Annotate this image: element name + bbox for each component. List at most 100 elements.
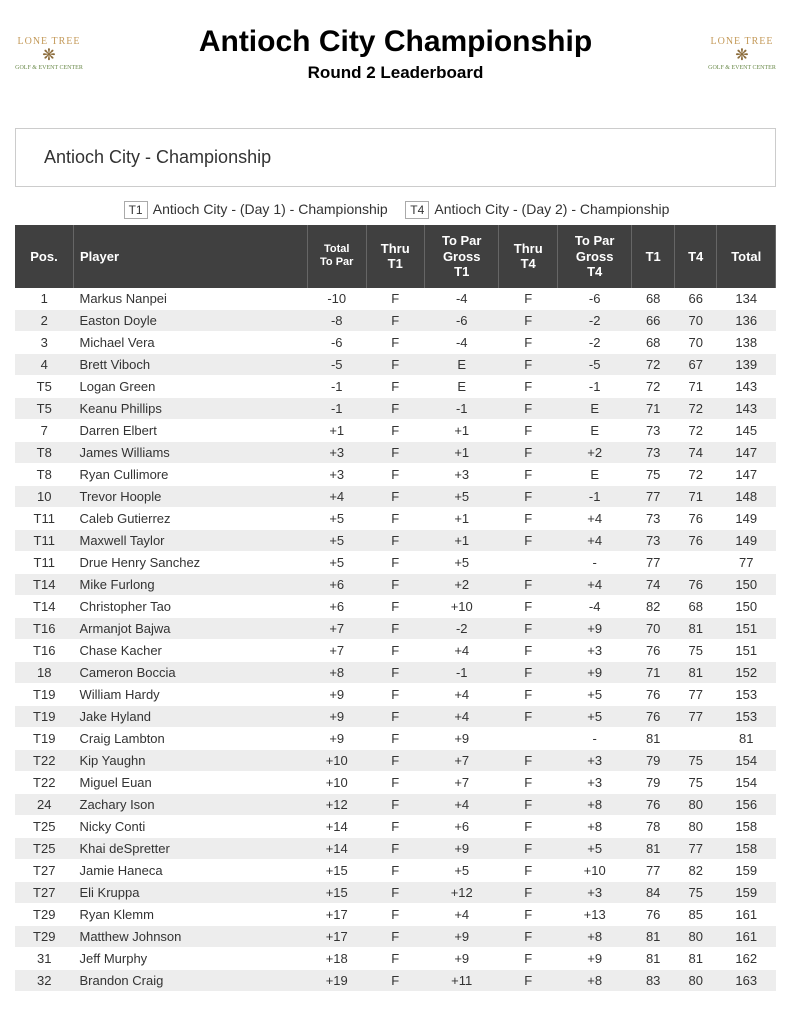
cell-topar_t1: +4 bbox=[425, 683, 499, 705]
col-pos: Pos. bbox=[15, 225, 74, 288]
table-row: 1Markus Nanpei-10F-4F-66866134 bbox=[15, 288, 776, 310]
cell-total_to_par: +9 bbox=[308, 727, 367, 749]
cell-t4: 66 bbox=[674, 288, 717, 310]
cell-topar_t1: +4 bbox=[425, 705, 499, 727]
cell-pos: T29 bbox=[15, 903, 74, 925]
cell-topar_t4: +3 bbox=[557, 639, 631, 661]
cell-topar_t1: +4 bbox=[425, 793, 499, 815]
cell-t1: 81 bbox=[632, 947, 675, 969]
cell-topar_t4: +9 bbox=[557, 617, 631, 639]
cell-total_to_par: -1 bbox=[308, 375, 367, 397]
page-subtitle: Round 2 Leaderboard bbox=[83, 63, 708, 83]
cell-player: Craig Lambton bbox=[74, 727, 308, 749]
cell-t4: 82 bbox=[674, 859, 717, 881]
table-row: 3Michael Vera-6F-4F-26870138 bbox=[15, 331, 776, 353]
cell-topar_t1: -6 bbox=[425, 309, 499, 331]
cell-total_to_par: -10 bbox=[308, 288, 367, 310]
table-row: 32Brandon Craig+19F+11F+88380163 bbox=[15, 969, 776, 991]
cell-thru_t4: F bbox=[499, 529, 558, 551]
cell-total_to_par: +7 bbox=[308, 639, 367, 661]
cell-pos: T25 bbox=[15, 815, 74, 837]
cell-t1: 84 bbox=[632, 881, 675, 903]
cell-thru_t1: F bbox=[366, 353, 425, 375]
cell-thru_t1: F bbox=[366, 529, 425, 551]
cell-topar_t1: -4 bbox=[425, 288, 499, 310]
cell-thru_t1: F bbox=[366, 375, 425, 397]
cell-t4: 75 bbox=[674, 771, 717, 793]
cell-total: 158 bbox=[717, 815, 776, 837]
cell-topar_t4: +8 bbox=[557, 925, 631, 947]
cell-player: Ryan Klemm bbox=[74, 903, 308, 925]
cell-thru_t1: F bbox=[366, 881, 425, 903]
cell-total: 163 bbox=[717, 969, 776, 991]
cell-topar_t1: +10 bbox=[425, 595, 499, 617]
cell-pos: 2 bbox=[15, 309, 74, 331]
cell-thru_t1: F bbox=[366, 397, 425, 419]
cell-total_to_par: +3 bbox=[308, 441, 367, 463]
table-row: T29Matthew Johnson+17F+9F+88180161 bbox=[15, 925, 776, 947]
cell-t1: 71 bbox=[632, 661, 675, 683]
cell-t4: 75 bbox=[674, 881, 717, 903]
cell-topar_t1: +11 bbox=[425, 969, 499, 991]
cell-topar_t4: E bbox=[557, 419, 631, 441]
cell-topar_t1: -1 bbox=[425, 661, 499, 683]
cell-topar_t4: +9 bbox=[557, 661, 631, 683]
cell-total: 147 bbox=[717, 463, 776, 485]
cell-player: Caleb Gutierrez bbox=[74, 507, 308, 529]
cell-pos: 4 bbox=[15, 353, 74, 375]
cell-topar_t1: +9 bbox=[425, 727, 499, 749]
cell-thru_t4: F bbox=[499, 639, 558, 661]
col-total-to-par: TotalTo Par bbox=[308, 225, 367, 288]
cell-total: 149 bbox=[717, 529, 776, 551]
cell-thru_t4: F bbox=[499, 705, 558, 727]
cell-pos: T16 bbox=[15, 639, 74, 661]
cell-thru_t4: F bbox=[499, 837, 558, 859]
cell-t1: 75 bbox=[632, 463, 675, 485]
cell-player: Matthew Johnson bbox=[74, 925, 308, 947]
cell-t1: 79 bbox=[632, 749, 675, 771]
cell-player: Trevor Hoople bbox=[74, 485, 308, 507]
table-row: T19Craig Lambton+9F+9-8181 bbox=[15, 727, 776, 749]
cell-player: Christopher Tao bbox=[74, 595, 308, 617]
cell-t1: 82 bbox=[632, 595, 675, 617]
logo-right: LONE TREE ❋ GOLF & EVENT CENTER bbox=[708, 20, 776, 88]
cell-topar_t1: +7 bbox=[425, 749, 499, 771]
cell-total_to_par: +9 bbox=[308, 705, 367, 727]
cell-t1: 77 bbox=[632, 485, 675, 507]
cell-total: 153 bbox=[717, 705, 776, 727]
cell-topar_t4: +4 bbox=[557, 573, 631, 595]
cell-total_to_par: +3 bbox=[308, 463, 367, 485]
cell-t1: 71 bbox=[632, 397, 675, 419]
cell-thru_t4: F bbox=[499, 881, 558, 903]
cell-thru_t4: F bbox=[499, 441, 558, 463]
cell-total_to_par: +14 bbox=[308, 815, 367, 837]
cell-total: 153 bbox=[717, 683, 776, 705]
cell-t4: 75 bbox=[674, 639, 717, 661]
leaderboard-table: Pos. Player TotalTo Par ThruT1 To ParGro… bbox=[15, 225, 776, 992]
table-row: T14Christopher Tao+6F+10F-48268150 bbox=[15, 595, 776, 617]
cell-topar_t1: +2 bbox=[425, 573, 499, 595]
cell-t1: 74 bbox=[632, 573, 675, 595]
cell-thru_t4 bbox=[499, 727, 558, 749]
logo-text-bottom: GOLF & EVENT CENTER bbox=[708, 65, 776, 72]
cell-player: Jake Hyland bbox=[74, 705, 308, 727]
cell-t4: 70 bbox=[674, 309, 717, 331]
cell-pos: T22 bbox=[15, 749, 74, 771]
cell-pos: T8 bbox=[15, 463, 74, 485]
cell-pos: T27 bbox=[15, 881, 74, 903]
cell-thru_t1: F bbox=[366, 727, 425, 749]
cell-t4: 71 bbox=[674, 375, 717, 397]
table-row: T29Ryan Klemm+17F+4F+137685161 bbox=[15, 903, 776, 925]
table-row: T19William Hardy+9F+4F+57677153 bbox=[15, 683, 776, 705]
cell-topar_t1: +1 bbox=[425, 529, 499, 551]
table-row: T25Nicky Conti+14F+6F+87880158 bbox=[15, 815, 776, 837]
cell-total: 161 bbox=[717, 903, 776, 925]
cell-player: Jeff Murphy bbox=[74, 947, 308, 969]
cell-total: 154 bbox=[717, 749, 776, 771]
cell-thru_t4: F bbox=[499, 595, 558, 617]
logo-text-top: LONE TREE bbox=[18, 36, 81, 47]
cell-topar_t1: +1 bbox=[425, 507, 499, 529]
cell-t4: 80 bbox=[674, 969, 717, 991]
cell-t1: 66 bbox=[632, 309, 675, 331]
table-row: T8Ryan Cullimore+3F+3FE7572147 bbox=[15, 463, 776, 485]
